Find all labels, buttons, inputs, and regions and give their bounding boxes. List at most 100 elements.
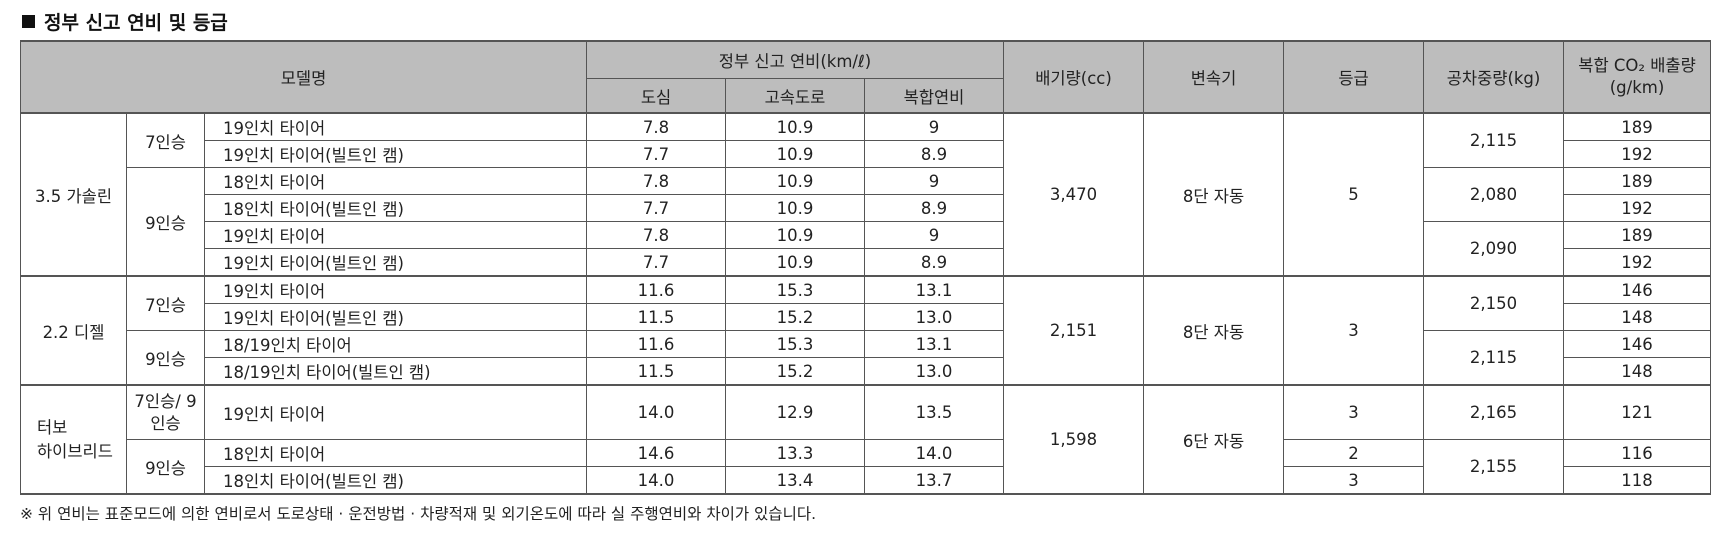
header-displacement: 배기량(cc) bbox=[1003, 40, 1145, 114]
highway-cell: 10.9 bbox=[725, 167, 865, 195]
weight-cell: 2,115 bbox=[1423, 330, 1565, 386]
city-cell: 7.7 bbox=[586, 248, 726, 277]
seat-7: 7인승 bbox=[126, 112, 205, 168]
table-row: 터보 하이브리드 7인승/ 9인승 19인치 타이어 14.0 12.9 13.5… bbox=[20, 384, 1712, 495]
highway-cell: 12.9 bbox=[725, 384, 865, 440]
seat-9: 9인승 bbox=[126, 167, 205, 277]
table-row: 18인치 타이어(빌트인 캠) 14.0 13.4 13.7 3 118 bbox=[21, 466, 1712, 495]
city-cell: 14.0 bbox=[586, 384, 726, 440]
table-row: 19인치 타이어 7.8 10.9 9 2,090 189 bbox=[21, 221, 1712, 277]
city-cell: 7.8 bbox=[586, 221, 726, 249]
header-model: 모델명 bbox=[20, 40, 587, 114]
header-fuel-group: 정부 신고 연비(km/ℓ) bbox=[585, 40, 1005, 79]
tire-cell: 18인치 타이어 bbox=[204, 439, 587, 467]
highway-cell: 10.9 bbox=[725, 248, 865, 277]
co2-cell: 189 bbox=[1563, 112, 1712, 141]
grade-cell: 3 bbox=[1283, 275, 1425, 386]
highway-cell: 10.9 bbox=[725, 194, 865, 222]
engine-diesel: 2.2 디젤 bbox=[20, 275, 127, 386]
co2-cell: 189 bbox=[1563, 221, 1712, 249]
highway-cell: 13.4 bbox=[725, 466, 865, 495]
highway-cell: 10.9 bbox=[725, 112, 865, 141]
co2-cell: 192 bbox=[1563, 140, 1712, 168]
header-highway: 고속도로 bbox=[725, 78, 865, 114]
header-grade: 등급 bbox=[1283, 40, 1425, 114]
combined-cell: 14.0 bbox=[863, 439, 1005, 467]
table-row: 18/19인치 타이어(빌트인 캠) 11.5 15.2 13.0 148 bbox=[21, 357, 1712, 386]
weight-cell: 2,150 bbox=[1423, 275, 1565, 331]
city-cell: 14.6 bbox=[586, 439, 726, 467]
tire-cell: 19인치 타이어 bbox=[204, 275, 587, 304]
highway-cell: 10.9 bbox=[725, 221, 865, 249]
weight-cell: 2,165 bbox=[1423, 384, 1565, 440]
tire-cell: 18인치 타이어(빌트인 캠) bbox=[204, 194, 587, 222]
tire-cell: 18/19인치 타이어(빌트인 캠) bbox=[204, 357, 587, 386]
table-row: 2.2 디젤 7인승 19인치 타이어 11.6 15.3 13.1 2,151… bbox=[20, 275, 1712, 386]
city-cell: 7.8 bbox=[586, 167, 726, 195]
displacement-cell: 3,470 bbox=[1003, 112, 1145, 277]
footnote: ※ 위 연비는 표준모드에 의한 연비로서 도로상태 · 운전방법 · 차량적재… bbox=[20, 505, 817, 523]
city-cell: 7.7 bbox=[586, 194, 726, 222]
combined-cell: 13.1 bbox=[863, 275, 1005, 304]
table-row: 3.5 가솔린 7인승 19인치 타이어 7.8 10.9 9 3,470 8단… bbox=[20, 112, 1712, 277]
grade-cell: 2 bbox=[1283, 439, 1425, 467]
combined-cell: 13.7 bbox=[863, 466, 1005, 495]
transmission-cell: 8단 자동 bbox=[1143, 275, 1285, 386]
table-row: 19인치 타이어(빌트인 캠) 7.7 10.9 8.9 192 bbox=[21, 140, 1712, 168]
co2-cell: 148 bbox=[1563, 357, 1712, 386]
header-co2: 복합 CO₂ 배출량 (g/km) bbox=[1563, 40, 1712, 114]
city-cell: 11.6 bbox=[586, 330, 726, 358]
co2-cell: 192 bbox=[1563, 194, 1712, 222]
combined-cell: 9 bbox=[863, 112, 1005, 141]
co2-cell: 116 bbox=[1563, 439, 1712, 467]
fuel-economy-table: 모델명 정부 신고 연비(km/ℓ) 배기량(cc) 변속기 등급 공차중량(k… bbox=[20, 40, 1712, 495]
transmission-cell: 6단 자동 bbox=[1143, 384, 1285, 495]
transmission-cell: 8단 자동 bbox=[1143, 112, 1285, 277]
seat-7-9: 7인승/ 9인승 bbox=[126, 384, 205, 440]
highway-cell: 15.2 bbox=[725, 357, 865, 386]
highway-cell: 10.9 bbox=[725, 140, 865, 168]
tire-cell: 19인치 타이어 bbox=[204, 221, 587, 249]
highway-cell: 15.2 bbox=[725, 303, 865, 331]
city-cell: 11.5 bbox=[586, 357, 726, 386]
section-title: 정부 신고 연비 및 등급 bbox=[22, 8, 228, 35]
engine-hybrid: 터보 하이브리드 bbox=[20, 384, 127, 495]
combined-cell: 9 bbox=[863, 167, 1005, 195]
tire-cell: 18인치 타이어 bbox=[204, 167, 587, 195]
header-transmission: 변속기 bbox=[1143, 40, 1285, 114]
combined-cell: 8.9 bbox=[863, 140, 1005, 168]
city-cell: 11.5 bbox=[586, 303, 726, 331]
displacement-cell: 1,598 bbox=[1003, 384, 1145, 495]
grade-cell: 5 bbox=[1283, 112, 1425, 277]
city-cell: 7.7 bbox=[586, 140, 726, 168]
section-title-text: 정부 신고 연비 및 등급 bbox=[44, 12, 228, 34]
highway-cell: 13.3 bbox=[725, 439, 865, 467]
city-cell: 11.6 bbox=[586, 275, 726, 304]
co2-cell: 146 bbox=[1563, 330, 1712, 358]
tire-cell: 19인치 타이어(빌트인 캠) bbox=[204, 140, 587, 168]
seat-7: 7인승 bbox=[126, 275, 205, 331]
combined-cell: 13.5 bbox=[863, 384, 1005, 440]
co2-cell: 192 bbox=[1563, 248, 1712, 277]
combined-cell: 13.0 bbox=[863, 357, 1005, 386]
table-row: 19인치 타이어(빌트인 캠) 7.7 10.9 8.9 192 bbox=[21, 248, 1712, 277]
tire-cell: 19인치 타이어(빌트인 캠) bbox=[204, 303, 587, 331]
weight-cell: 2,090 bbox=[1423, 221, 1565, 277]
seat-9: 9인승 bbox=[126, 439, 205, 495]
table-row: 18인치 타이어(빌트인 캠) 7.7 10.9 8.9 192 bbox=[21, 194, 1712, 222]
weight-cell: 2,080 bbox=[1423, 167, 1565, 222]
displacement-cell: 2,151 bbox=[1003, 275, 1145, 386]
weight-cell: 2,155 bbox=[1423, 439, 1565, 495]
co2-cell: 118 bbox=[1563, 466, 1712, 495]
co2-cell: 121 bbox=[1563, 384, 1712, 440]
tire-cell: 19인치 타이어(빌트인 캠) bbox=[204, 248, 587, 277]
tire-cell: 19인치 타이어 bbox=[204, 112, 587, 141]
combined-cell: 13.0 bbox=[863, 303, 1005, 331]
table-row: 9인승 18인치 타이어 7.8 10.9 9 2,080 189 bbox=[21, 167, 1712, 277]
co2-cell: 189 bbox=[1563, 167, 1712, 195]
square-bullet-icon bbox=[22, 15, 35, 28]
city-cell: 14.0 bbox=[586, 466, 726, 495]
header-curb-weight: 공차중량(kg) bbox=[1423, 40, 1565, 114]
engine-gasoline: 3.5 가솔린 bbox=[20, 112, 127, 277]
grade-cell: 3 bbox=[1283, 384, 1425, 440]
